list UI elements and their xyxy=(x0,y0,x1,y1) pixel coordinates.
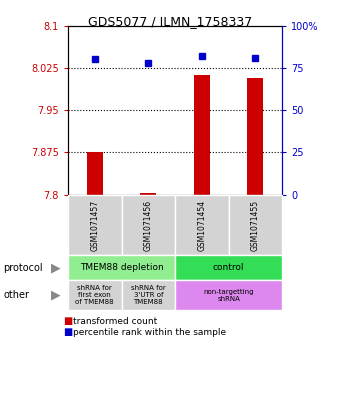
Text: TMEM88 depletion: TMEM88 depletion xyxy=(80,263,164,272)
Text: GSM1071457: GSM1071457 xyxy=(90,199,99,251)
Text: ■: ■ xyxy=(63,327,72,337)
Text: ■: ■ xyxy=(63,316,72,327)
Text: non-targetting
shRNA: non-targetting shRNA xyxy=(203,288,254,302)
Text: GSM1071455: GSM1071455 xyxy=(251,199,260,251)
Bar xyxy=(87,152,103,195)
Text: ▶: ▶ xyxy=(51,261,61,274)
Text: GDS5077 / ILMN_1758337: GDS5077 / ILMN_1758337 xyxy=(88,15,252,28)
Text: percentile rank within the sample: percentile rank within the sample xyxy=(73,328,226,336)
Text: control: control xyxy=(213,263,244,272)
Text: transformed count: transformed count xyxy=(73,317,157,326)
Bar xyxy=(140,193,156,195)
Text: other: other xyxy=(3,290,29,300)
Text: GSM1071454: GSM1071454 xyxy=(198,199,206,251)
Text: shRNA for
first exon
of TMEM88: shRNA for first exon of TMEM88 xyxy=(75,285,114,305)
Text: GSM1071456: GSM1071456 xyxy=(144,199,153,251)
Text: protocol: protocol xyxy=(3,263,43,273)
Text: shRNA for
3'UTR of
TMEM88: shRNA for 3'UTR of TMEM88 xyxy=(131,285,166,305)
Bar xyxy=(194,75,210,195)
Bar xyxy=(248,78,264,195)
Text: ▶: ▶ xyxy=(51,288,61,302)
